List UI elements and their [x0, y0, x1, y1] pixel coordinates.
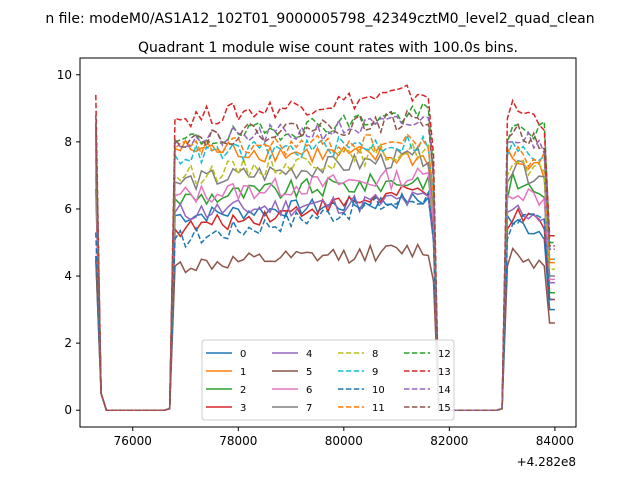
y-tick-label: 4: [64, 269, 72, 283]
legend-label-13: 13: [438, 367, 451, 378]
x-axis-offset-label: +4.282e8: [517, 455, 576, 469]
legend-label-10: 10: [372, 385, 385, 396]
legend-box: [201, 339, 455, 421]
x-tick-label: 76000: [114, 434, 152, 448]
chart-title: Quadrant 1 module wise count rates with …: [138, 40, 518, 56]
legend-label-7: 7: [306, 403, 312, 414]
y-tick-label: 10: [57, 68, 72, 82]
legend-label-3: 3: [240, 403, 246, 414]
x-tick-label: 84000: [536, 434, 574, 448]
figure-suptitle: n file: modeM0/AS1A12_102T01_9000005798_…: [45, 11, 594, 27]
x-tick-label: 78000: [219, 434, 257, 448]
x-axis: 76000 78000 80000 82000 84000: [114, 427, 574, 448]
series-line-15: [95, 109, 555, 411]
x-tick-label: 80000: [325, 434, 363, 448]
legend-label-4: 4: [306, 349, 312, 360]
legend-label-6: 6: [306, 385, 312, 396]
y-tick-label: 2: [64, 336, 72, 350]
series-line-10: [95, 189, 555, 411]
y-tick-label: 8: [64, 135, 72, 149]
series-line-8: [95, 141, 555, 411]
legend-label-9: 9: [372, 367, 378, 378]
legend-label-8: 8: [372, 349, 378, 360]
y-tick-label: 0: [64, 403, 72, 417]
legend-label-1: 1: [240, 367, 246, 378]
y-tick-label: 6: [64, 202, 72, 216]
legend-label-12: 12: [438, 349, 451, 360]
plot-frame: [79, 57, 577, 428]
legend-label-11: 11: [372, 403, 385, 414]
y-axis: 0 2 4 6 8 10: [57, 68, 80, 417]
legend-label-0: 0: [240, 349, 246, 360]
legend-label-14: 14: [438, 385, 451, 396]
legend-label-2: 2: [240, 385, 246, 396]
legend-label-15: 15: [438, 403, 451, 414]
series-layer: [95, 84, 555, 411]
x-tick-label: 82000: [430, 434, 468, 448]
legend-label-5: 5: [306, 367, 312, 378]
